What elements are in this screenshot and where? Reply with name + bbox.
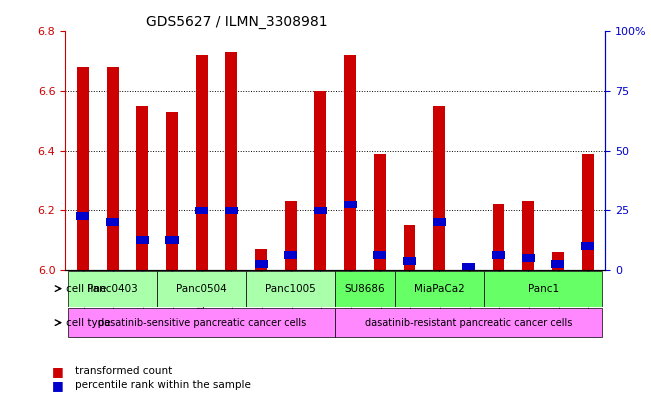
Text: Panc0504: Panc0504 (176, 284, 227, 294)
Bar (493, 204, 505, 270)
Bar (552, 252, 564, 270)
FancyBboxPatch shape (395, 271, 484, 307)
Bar (404, 225, 415, 270)
Bar (492, 251, 505, 259)
Bar (136, 106, 148, 270)
Text: transformed count: transformed count (75, 366, 172, 376)
Bar (166, 112, 178, 270)
Bar (196, 55, 208, 270)
FancyBboxPatch shape (157, 271, 246, 307)
Text: ■: ■ (52, 378, 64, 392)
Text: dasatinib-resistant pancreatic cancer cells: dasatinib-resistant pancreatic cancer ce… (365, 318, 572, 328)
Bar (314, 91, 326, 270)
Text: cell line: cell line (66, 284, 106, 294)
Bar (136, 236, 149, 244)
Text: ■: ■ (52, 365, 64, 378)
Text: GDS5627 / ILMN_3308981: GDS5627 / ILMN_3308981 (146, 15, 327, 29)
Bar (373, 251, 386, 259)
Bar (255, 249, 267, 270)
Bar (581, 242, 594, 250)
Bar (433, 106, 445, 270)
Bar (374, 154, 386, 270)
Text: cell type: cell type (66, 318, 110, 328)
Text: MiaPaCa2: MiaPaCa2 (414, 284, 465, 294)
Bar (284, 201, 297, 270)
Bar (462, 263, 475, 271)
FancyBboxPatch shape (335, 271, 395, 307)
Bar (551, 260, 564, 268)
Bar (107, 67, 118, 270)
FancyBboxPatch shape (68, 308, 335, 337)
Bar (344, 200, 357, 208)
FancyBboxPatch shape (246, 271, 335, 307)
Bar (225, 207, 238, 214)
FancyBboxPatch shape (335, 308, 602, 337)
FancyBboxPatch shape (68, 271, 157, 307)
Text: SU8686: SU8686 (344, 284, 385, 294)
Text: dasatinib-sensitive pancreatic cancer cells: dasatinib-sensitive pancreatic cancer ce… (98, 318, 306, 328)
Text: Panc0403: Panc0403 (87, 284, 138, 294)
Bar (314, 207, 327, 214)
Bar (344, 55, 356, 270)
Bar (225, 52, 238, 270)
Bar (255, 260, 268, 268)
Bar (433, 219, 446, 226)
Text: Panc1: Panc1 (527, 284, 559, 294)
Bar (463, 264, 475, 270)
Text: percentile rank within the sample: percentile rank within the sample (75, 380, 251, 390)
Text: Panc1005: Panc1005 (266, 284, 316, 294)
Bar (403, 257, 416, 264)
Bar (195, 207, 208, 214)
Bar (76, 213, 89, 220)
Bar (106, 219, 119, 226)
FancyBboxPatch shape (484, 271, 602, 307)
Bar (165, 236, 178, 244)
Bar (284, 251, 298, 259)
Bar (582, 154, 594, 270)
Bar (521, 254, 534, 262)
Bar (77, 67, 89, 270)
Bar (522, 201, 534, 270)
